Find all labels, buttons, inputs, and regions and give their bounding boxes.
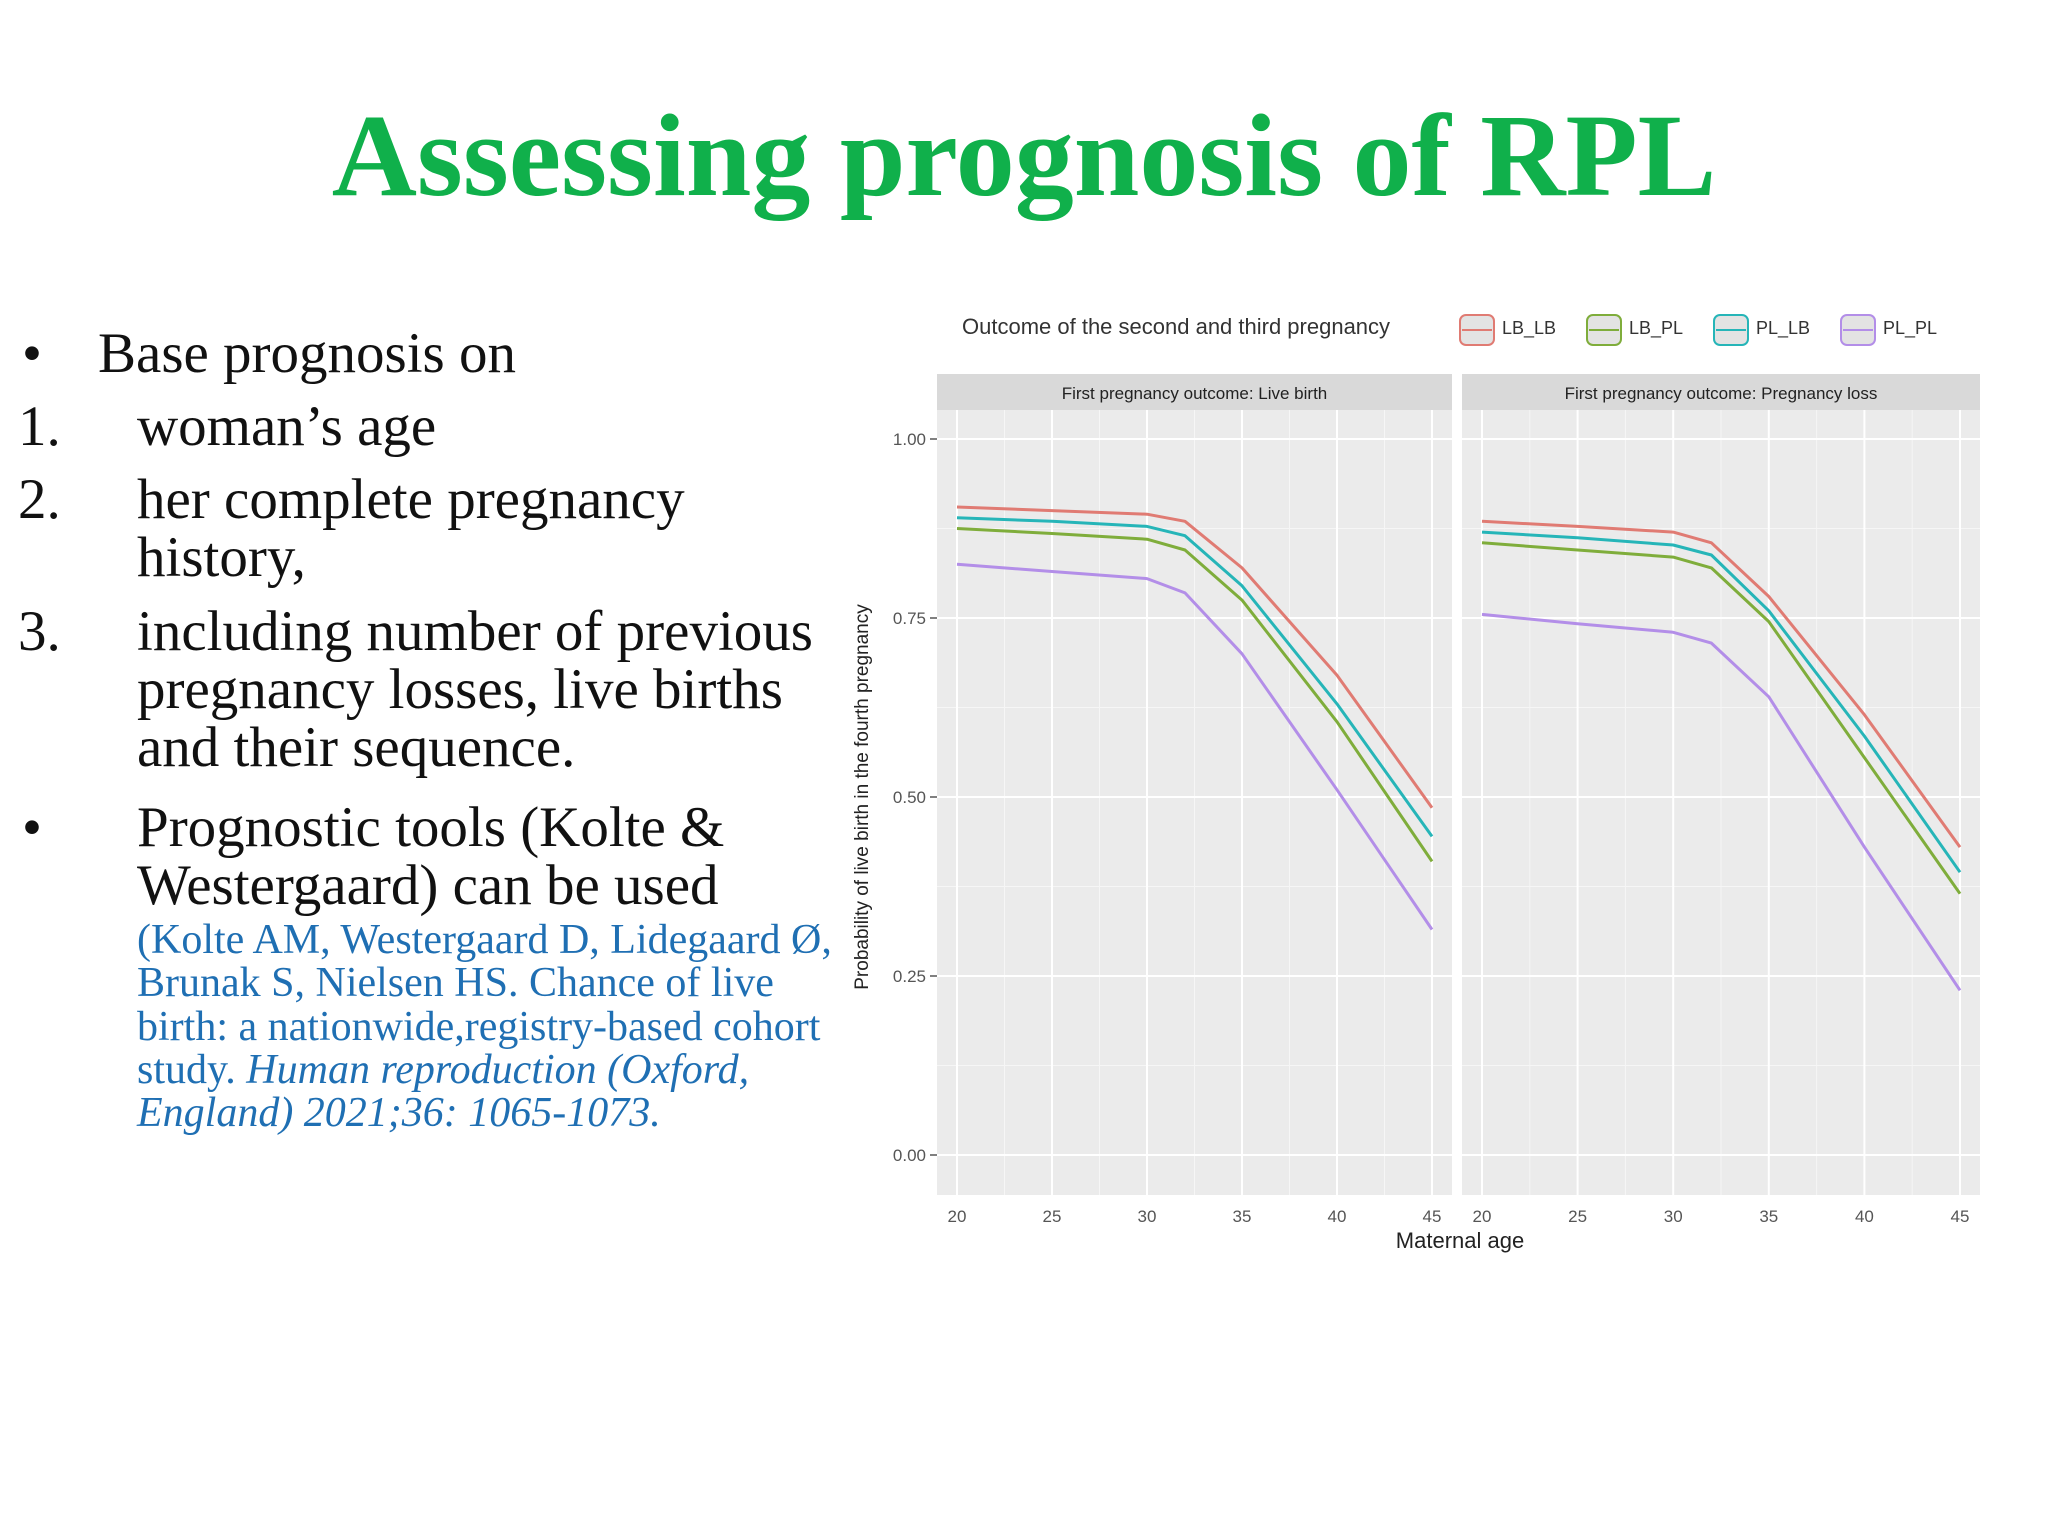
x-tick-label: 40 — [1855, 1207, 1874, 1226]
legend-label-lb-lb: LB_LB — [1502, 318, 1556, 339]
y-axis-title: Probability of live birth in the fourth … — [852, 604, 873, 990]
list-item-text: woman’s age — [137, 395, 437, 459]
series-line-pl-pl — [956, 562, 1434, 931]
tools-bullet: • Prognostic tools (Kolte & Westergaard)… — [0, 795, 840, 1136]
citation: (Kolte AM, Westergaard D, Lidegaard Ø, B… — [137, 919, 837, 1135]
legend-label-lb-pl: LB_PL — [1629, 318, 1683, 339]
legend-title: Outcome of the second and third pregnanc… — [962, 314, 1390, 339]
y-tick-label: 0.75 — [893, 609, 926, 628]
x-tick-label: 25 — [1043, 1207, 1062, 1226]
y-tick-label: 1.00 — [893, 430, 926, 449]
chart-svg: Outcome of the second and third pregnanc… — [852, 314, 1980, 1253]
tools-bullet-text: Prognostic tools (Kolte & Westergaard) c… — [137, 795, 725, 917]
x-tick-label: 35 — [1759, 1207, 1778, 1226]
series-line-lb-lb — [956, 505, 1434, 809]
series-line-pl-pl — [1481, 612, 1962, 992]
citation-journal: Human reproduction (Oxford, England) 202… — [137, 1046, 750, 1137]
x-tick-label: 30 — [1664, 1207, 1683, 1226]
x-tick-label: 20 — [948, 1207, 967, 1226]
y-tick-label: 0.25 — [893, 967, 926, 986]
x-axis-title: Maternal age — [1396, 1228, 1524, 1253]
list-number: 2. — [18, 468, 61, 532]
x-tick-label: 35 — [1233, 1207, 1252, 1226]
list-item: 1. woman’s age — [0, 395, 840, 459]
x-tick-label: 20 — [1473, 1207, 1492, 1226]
x-tick-label: 25 — [1568, 1207, 1587, 1226]
citation-text: (Kolte AM, Westergaard D, Lidegaard Ø, B… — [137, 917, 832, 1093]
y-tick-label: 0.00 — [893, 1146, 926, 1165]
list-item: 2. her complete pregnancy history, — [0, 471, 840, 587]
facet-title: First pregnancy outcome: Live birth — [1062, 384, 1328, 403]
series-line-lb-pl — [1481, 541, 1962, 895]
list-item: 3. including number of previous pregnanc… — [0, 599, 840, 779]
series-line-lb-pl — [956, 527, 1434, 863]
legend-label-pl-lb: PL_LB — [1756, 318, 1810, 339]
x-tick-label: 45 — [1423, 1207, 1442, 1226]
bullet-text-block: • Base prognosis on 1. woman’s age 2. he… — [0, 322, 840, 1150]
bullet-marker: • — [22, 795, 42, 859]
series-line-pl-lb — [1481, 530, 1962, 874]
slide-title: Assessing prognosis of RPL — [331, 90, 1717, 221]
facet-strip — [1462, 374, 1980, 410]
bullet-marker: • — [22, 322, 42, 385]
intro-bullet: • Base prognosis on — [0, 322, 840, 385]
list-number: 3. — [18, 599, 61, 663]
list-item-text: including number of previous pregnancy l… — [137, 599, 813, 779]
list-item-text: her complete pregnancy history, — [137, 468, 685, 590]
facet-strip — [937, 374, 1452, 410]
facet-title: First pregnancy outcome: Pregnancy loss — [1565, 384, 1878, 403]
chart: Outcome of the second and third pregnanc… — [840, 300, 1980, 1260]
intro-bullet-text: Base prognosis on — [98, 322, 516, 385]
list-number: 1. — [18, 395, 61, 459]
y-tick-label: 0.50 — [893, 788, 926, 807]
x-tick-label: 40 — [1328, 1207, 1347, 1226]
x-tick-label: 45 — [1951, 1207, 1970, 1226]
legend-label-pl-pl: PL_PL — [1883, 318, 1937, 339]
series-line-pl-lb — [956, 516, 1434, 838]
series-line-lb-lb — [1481, 519, 1962, 848]
x-tick-label: 30 — [1138, 1207, 1157, 1226]
